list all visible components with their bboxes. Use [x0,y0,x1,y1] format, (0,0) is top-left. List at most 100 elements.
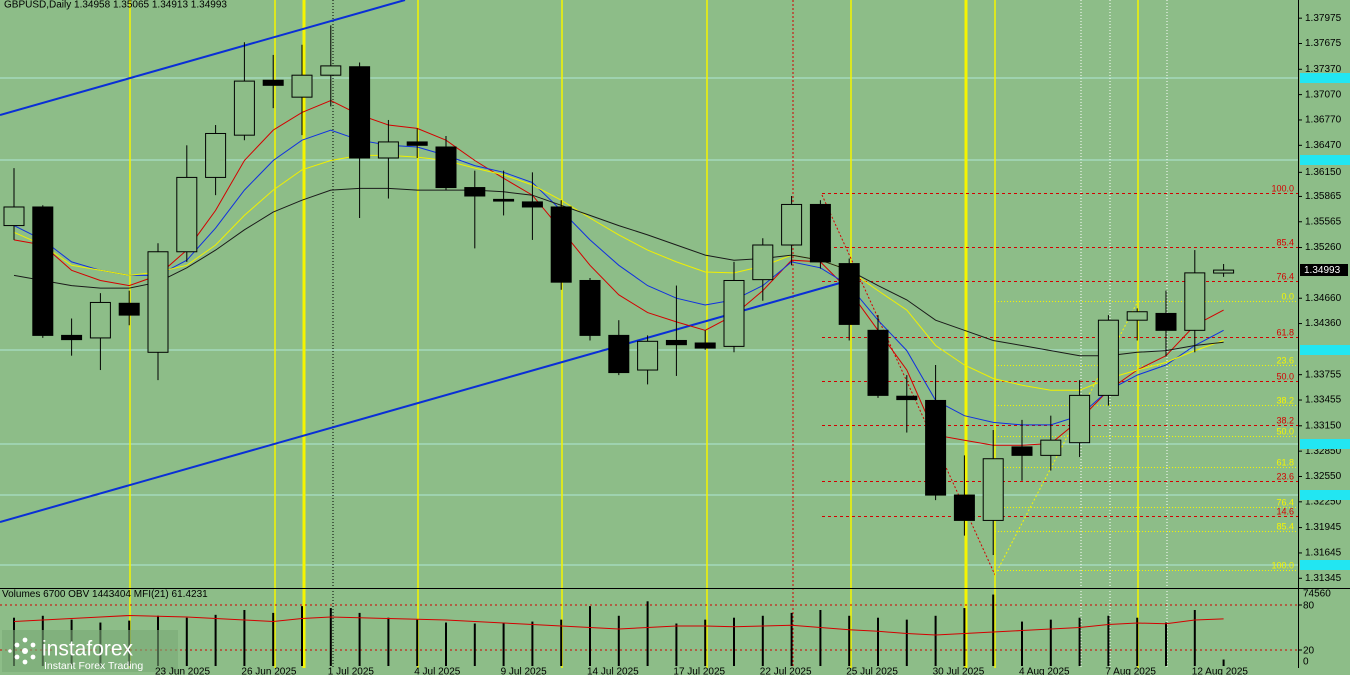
fib-label: 50.0 [1276,426,1294,436]
fib-label: 0.0 [1281,291,1294,301]
volume-bar [531,621,534,666]
fib-label: 76.4 [1276,271,1294,281]
volume-bar [502,622,505,666]
x-tick-label: 30 Jul 2025 [933,667,985,675]
candle-body [291,74,313,98]
volume-bar [387,617,390,666]
x-tick-label: 14 Jul 2025 [587,667,639,675]
candle-body [118,302,140,316]
candle-body [1126,311,1148,321]
candle-body [377,141,399,159]
trend-line [0,282,841,523]
fib-label: 85.4 [1276,521,1294,531]
volume-bar [1165,622,1167,666]
candle-body [176,176,198,253]
x-tick-label: 26 Jun 2025 [241,667,296,675]
logo-backdrop [2,630,178,672]
candle-body [694,342,716,349]
y-tick-label: 1.32250 [1305,496,1342,507]
volume-bar [329,608,332,666]
price-marker [1300,73,1350,83]
candle-body [233,80,255,136]
axis-markers [1300,73,1350,570]
current-price: 1.34993 [1304,265,1341,276]
candle-body [61,334,83,341]
y-tick-label: 1.32850 [1305,446,1342,457]
candle-body [752,244,774,281]
candle-body [435,146,457,189]
candle-body [608,334,630,374]
candle-body [464,187,486,197]
volume-tick-label: 0 [1303,657,1309,668]
volume-bar [1136,617,1139,666]
candle-body [637,340,659,371]
x-tick-label: 25 Jul 2025 [846,667,898,675]
current-price-box [1300,264,1348,276]
candle-body [867,329,889,396]
logo-dot [30,642,36,648]
candle-body [147,251,169,353]
candle-body [550,206,572,283]
fib-label: 50.0 [1276,371,1294,381]
volume-bar [790,612,793,666]
candle-body [320,65,342,76]
logo-dot [30,654,36,660]
volume-bar [905,619,908,666]
volume-bar [1107,615,1110,666]
fib-label: 38.2 [1276,395,1294,405]
candle-body [1213,269,1235,274]
price-marker [1300,155,1350,165]
price-marker [1300,490,1350,500]
volume-bar [704,619,707,666]
price-axis: 1.37975 1.37675 1.37370 1.37070 1.36770 1.364… [1298,13,1342,668]
fib-label: 100.0 [1271,183,1294,193]
y-tick-label: 1.37370 [1305,64,1342,75]
candle-body [925,399,947,496]
fibonacci: 100.085.476.40.061.823.650.038.238.250.0… [822,183,1298,571]
candle-body [1040,439,1062,456]
chart-title: GBPUSD,Daily 1.34958 1.35065 1.34913 1.3… [4,0,227,11]
candle-body [32,206,54,336]
price-marker [1300,439,1350,449]
fib-diagonal [821,194,996,576]
candle-body [349,66,371,159]
logo-dot [14,642,20,648]
candle-body [1011,446,1033,456]
fib-label: 85.4 [1276,237,1294,247]
price-marker [1300,345,1350,355]
volume-bar [617,615,620,666]
y-tick-label: 1.36770 [1305,115,1342,126]
candle-body [1155,312,1177,331]
candle-body [809,203,831,263]
x-tick-label: 4 Aug 2025 [1019,667,1070,675]
x-tick-label: 7 Aug 2025 [1105,667,1156,675]
y-tick-label: 1.35260 [1305,242,1342,253]
candle-body [781,203,803,246]
price-marker [1300,560,1350,570]
volume-bar [560,619,563,666]
y2-tick-label: 20 [1303,646,1315,657]
fib-label: 23.6 [1276,471,1294,481]
candle-body [406,141,428,146]
volume-bar [1078,617,1081,666]
y-tick-label: 1.35865 [1305,191,1342,202]
volume-bar [877,617,879,666]
y-tick-label: 1.36470 [1305,140,1342,151]
candle-body [1184,272,1206,331]
y-tick-label: 1.35565 [1305,216,1342,227]
volume-bar [473,623,476,666]
volume-bar [589,606,591,666]
volume-bar [416,619,419,666]
volume-bar [1193,609,1196,666]
volume-bar [761,615,764,666]
y2-tick-label: 80 [1303,601,1315,612]
fib-label: 61.8 [1276,457,1294,467]
y-tick-label: 1.37675 [1305,38,1342,49]
logo-name: instaforex [42,638,134,661]
x-tick-label: 9 Jul 2025 [501,667,548,675]
volume-bar [358,612,361,666]
y-tick-label: 1.31645 [1305,548,1342,559]
fib-label: 100.0 [1271,560,1294,570]
